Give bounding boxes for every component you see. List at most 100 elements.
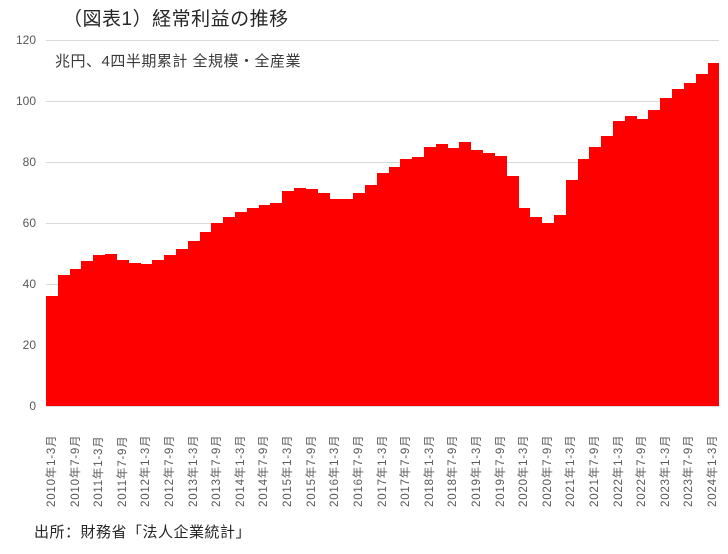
x-axis-tick-label: 2010年7-9月 (69, 434, 82, 507)
x-axis-tick-label: 2017年1-3月 (376, 434, 389, 507)
x-axis-tick-label: 2012年7-9月 (163, 434, 176, 507)
x-axis-tick-label: 2013年1-3月 (187, 434, 200, 507)
x-axis-tick-label: 2021年7-9月 (589, 434, 602, 507)
x-axis-tick-label: 2018年1-3月 (423, 434, 436, 507)
bar (660, 97, 673, 406)
bar (140, 264, 153, 406)
x-axis-tick-label: 2014年1-3月 (234, 434, 247, 507)
y-axis-tick-label: 20 (22, 338, 36, 352)
x-axis-tick-label: 2016年1-3月 (329, 434, 342, 507)
bar (341, 198, 354, 406)
bar (589, 146, 602, 406)
bar (494, 155, 507, 406)
gridline (46, 162, 719, 163)
x-axis-tick-label: 2018年7-9月 (447, 434, 460, 507)
bar (46, 296, 58, 406)
bar (353, 192, 365, 406)
bar (624, 116, 637, 406)
bar (518, 207, 531, 406)
bar (683, 82, 696, 406)
bar (542, 223, 554, 406)
x-axis-tick-label: 2011年1-3月 (93, 435, 106, 507)
x-axis-tick-label: 2023年1-3月 (659, 434, 672, 507)
bar (483, 152, 495, 406)
bar (164, 255, 176, 406)
bar (305, 189, 318, 406)
x-axis-tick-label: 2015年7-9月 (305, 434, 318, 507)
bar (175, 248, 188, 406)
bar (105, 253, 117, 406)
bar (388, 166, 401, 406)
bar (577, 158, 590, 406)
bar (412, 157, 424, 406)
x-axis-tick-label: 2013年7-9月 (211, 434, 224, 507)
bar (329, 198, 342, 406)
x-axis-tick-label: 2019年7-9月 (494, 434, 507, 507)
bar (187, 241, 200, 406)
gridline (46, 40, 719, 41)
bar (81, 261, 94, 406)
bar (270, 203, 283, 406)
y-axis-tick-label: 0 (29, 399, 36, 413)
bar (424, 146, 436, 406)
bar (648, 110, 661, 406)
bar (695, 73, 708, 406)
bar (199, 232, 212, 406)
gridline (46, 406, 719, 407)
bar (93, 255, 106, 406)
bar (223, 216, 235, 406)
x-axis-tick-label: 2019年1-3月 (470, 434, 483, 507)
x-axis-tick-label: 2010年1-3月 (45, 434, 58, 507)
y-axis-tick-label: 60 (22, 216, 36, 230)
bar (282, 190, 295, 406)
bar (317, 192, 330, 406)
bar (471, 149, 484, 406)
bar (116, 259, 129, 406)
bar (235, 212, 247, 406)
bar (294, 187, 306, 406)
chart-title: （図表1）経常利益の推移 (63, 9, 289, 30)
plot-area (46, 40, 720, 407)
x-axis-tick-label: 2015年1-3月 (282, 434, 295, 507)
bar (553, 215, 566, 406)
y-axis-tick-label: 100 (15, 94, 36, 108)
x-axis-tick-label: 2011年7-9月 (116, 435, 129, 507)
source-note: 出所：財務省「法人企業統計」 (34, 524, 252, 541)
x-axis-tick-label: 2020年7-9月 (541, 434, 554, 507)
bar (57, 274, 70, 406)
bar (601, 136, 613, 406)
gridline (46, 101, 719, 102)
bar (128, 262, 141, 406)
bar (435, 143, 448, 406)
bar (400, 158, 413, 406)
x-axis-tick-label: 2022年1-3月 (612, 434, 625, 507)
x-axis-tick-label: 2022年7-9月 (636, 434, 649, 507)
x-axis-tick-label: 2016年7-9月 (352, 434, 365, 507)
bar (447, 148, 460, 406)
x-axis-tick-label: 2023年7-9月 (683, 434, 696, 507)
bar (636, 119, 649, 406)
bar (707, 62, 720, 406)
bar (613, 120, 625, 406)
x-axis-tick-label: 2021年1-3月 (565, 434, 578, 507)
x-axis-tick-label: 2012年1-3月 (140, 434, 153, 507)
y-axis-tick-label: 40 (22, 277, 36, 291)
bar (211, 223, 224, 406)
bar (565, 180, 578, 406)
bar (246, 207, 259, 406)
chart-subtitle: 兆円、4四半期累計 全規模・全産業 (55, 53, 302, 70)
bar (506, 175, 519, 406)
bar (364, 184, 377, 406)
bar-series (46, 40, 720, 406)
bar (258, 204, 271, 406)
x-axis-tick-label: 2020年1-3月 (518, 434, 531, 507)
x-axis-tick-label: 2014年7-9月 (258, 434, 271, 507)
x-axis-tick-label: 2017年7-9月 (400, 434, 413, 507)
bar (376, 172, 389, 406)
y-axis-tick-label: 80 (22, 155, 36, 169)
bar (530, 216, 543, 406)
bar (69, 268, 82, 406)
x-axis-tick-label: 2024年1-3月 (707, 434, 720, 507)
bar (672, 88, 684, 406)
